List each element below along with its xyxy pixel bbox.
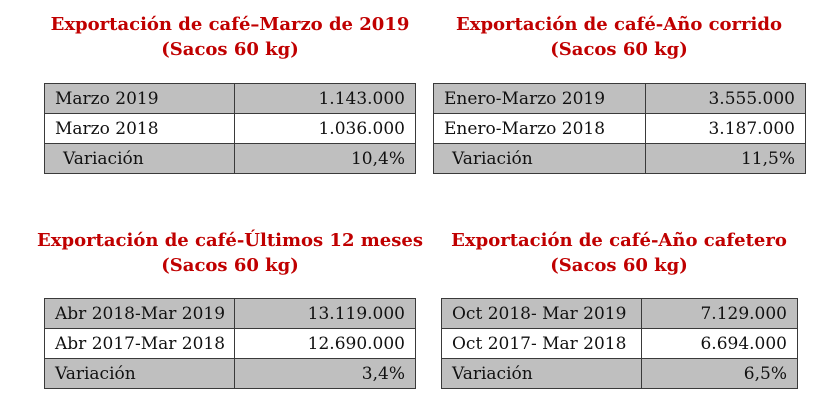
row-value: 3,4% xyxy=(234,358,416,389)
row-value: 12.690.000 xyxy=(234,328,416,359)
title-line-2: (Sacos 60 kg) xyxy=(550,39,688,60)
table-row: Enero-Marzo 2018 3.187.000 xyxy=(433,113,806,144)
row-label: Abr 2018-Mar 2019 xyxy=(44,298,235,329)
row-value: 3.555.000 xyxy=(645,83,806,114)
row-value: 10,4% xyxy=(234,143,416,174)
table-row: Oct 2017- Mar 2018 6.694.000 xyxy=(441,328,798,359)
table-row: Marzo 2019 1.143.000 xyxy=(44,83,416,114)
row-value: 3.187.000 xyxy=(645,113,806,144)
table-ultimos-12-meses: Abr 2018-Mar 2019 13.119.000 Abr 2017-Ma… xyxy=(44,298,416,389)
block-title-ultimos-12-meses: Exportación de café-Últimos 12 meses (Sa… xyxy=(30,228,430,278)
row-value: 6,5% xyxy=(641,358,798,389)
row-label: Variación xyxy=(441,358,642,389)
title-line-2: (Sacos 60 kg) xyxy=(550,255,688,276)
row-value: 7.129.000 xyxy=(641,298,798,329)
row-label: Enero-Marzo 2018 xyxy=(433,113,646,144)
block-title-marzo-2019: Exportación de café–Marzo de 2019 (Sacos… xyxy=(45,12,415,62)
row-label: Variación xyxy=(433,143,646,174)
table-row: Marzo 2018 1.036.000 xyxy=(44,113,416,144)
table-marzo-2019: Marzo 2019 1.143.000 Marzo 2018 1.036.00… xyxy=(44,83,416,174)
title-line-2: (Sacos 60 kg) xyxy=(161,255,299,276)
row-label: Oct 2017- Mar 2018 xyxy=(441,328,642,359)
row-value: 6.694.000 xyxy=(641,328,798,359)
table-row: Variación 10,4% xyxy=(44,143,416,174)
row-value: 1.036.000 xyxy=(234,113,416,144)
row-label: Enero-Marzo 2019 xyxy=(433,83,646,114)
table-row: Enero-Marzo 2019 3.555.000 xyxy=(433,83,806,114)
table-row: Variación 11,5% xyxy=(433,143,806,174)
title-line-2: (Sacos 60 kg) xyxy=(161,39,299,60)
title-line-1: Exportación de café-Año cafetero xyxy=(451,230,787,251)
row-label: Marzo 2018 xyxy=(44,113,235,144)
title-line-1: Exportación de café-Últimos 12 meses xyxy=(37,230,423,251)
table-ano-corrido: Enero-Marzo 2019 3.555.000 Enero-Marzo 2… xyxy=(433,83,806,174)
row-label: Oct 2018- Mar 2019 xyxy=(441,298,642,329)
title-line-1: Exportación de café-Año corrido xyxy=(456,14,782,35)
title-line-1: Exportación de café–Marzo de 2019 xyxy=(50,14,410,35)
row-label: Abr 2017-Mar 2018 xyxy=(44,328,235,359)
table-row: Variación 3,4% xyxy=(44,358,416,389)
row-label: Variación xyxy=(44,143,235,174)
block-title-ano-cafetero: Exportación de café-Año cafetero (Sacos … xyxy=(441,228,797,278)
row-value: 13.119.000 xyxy=(234,298,416,329)
row-label: Marzo 2019 xyxy=(44,83,235,114)
table-row: Oct 2018- Mar 2019 7.129.000 xyxy=(441,298,798,329)
row-value: 11,5% xyxy=(645,143,806,174)
table-row: Abr 2017-Mar 2018 12.690.000 xyxy=(44,328,416,359)
table-row: Variación 6,5% xyxy=(441,358,798,389)
row-label: Variación xyxy=(44,358,235,389)
table-row: Abr 2018-Mar 2019 13.119.000 xyxy=(44,298,416,329)
table-ano-cafetero: Oct 2018- Mar 2019 7.129.000 Oct 2017- M… xyxy=(441,298,798,389)
row-value: 1.143.000 xyxy=(234,83,416,114)
block-title-ano-corrido: Exportación de café-Año corrido (Sacos 6… xyxy=(433,12,805,62)
